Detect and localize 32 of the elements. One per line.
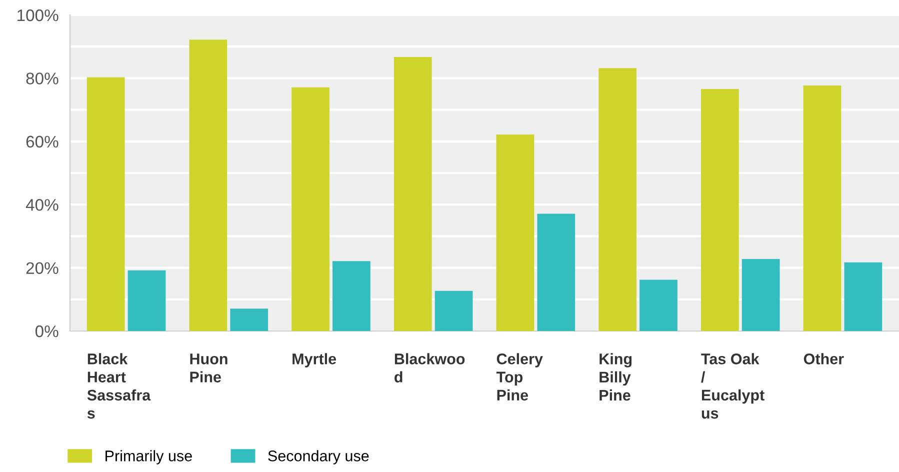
bar [292,87,330,331]
x-tick-label: Huon Pine [190,354,228,382]
bar [230,308,268,331]
x-tick-label: Celery Top Pine [496,353,543,401]
bar [844,262,882,331]
bar [803,85,842,331]
bar [742,258,780,331]
x-tick-label: Other [804,353,844,364]
legend-label: Primarily use [106,450,192,464]
y-tick-label: 60% [26,136,58,148]
y-tick-label: 0% [35,325,58,338]
bar [128,270,166,331]
y-tick-label: 80% [26,72,58,84]
x-tick-label: Tas Oak / Eucalypt us [701,353,764,419]
x-tick-label: Blackwoo d [394,353,465,382]
x-tick-label: Myrtle [292,353,336,368]
bar [332,261,370,331]
bar [86,77,125,331]
bar [394,57,432,331]
legend-label: Secondary use [268,450,369,464]
bar [700,88,739,331]
x-tick-label: King Billy Pine [600,353,632,401]
bar [537,214,576,331]
bar [434,290,473,331]
x-tick-label: Black Heart Sassafra s [87,353,151,419]
bar [189,40,228,331]
bar [640,280,678,331]
bar [496,134,534,331]
y-tick-label: 40% [26,199,58,211]
y-tick-label: 100% [18,9,58,22]
bar [598,68,636,331]
y-tick-label: 20% [26,262,58,274]
